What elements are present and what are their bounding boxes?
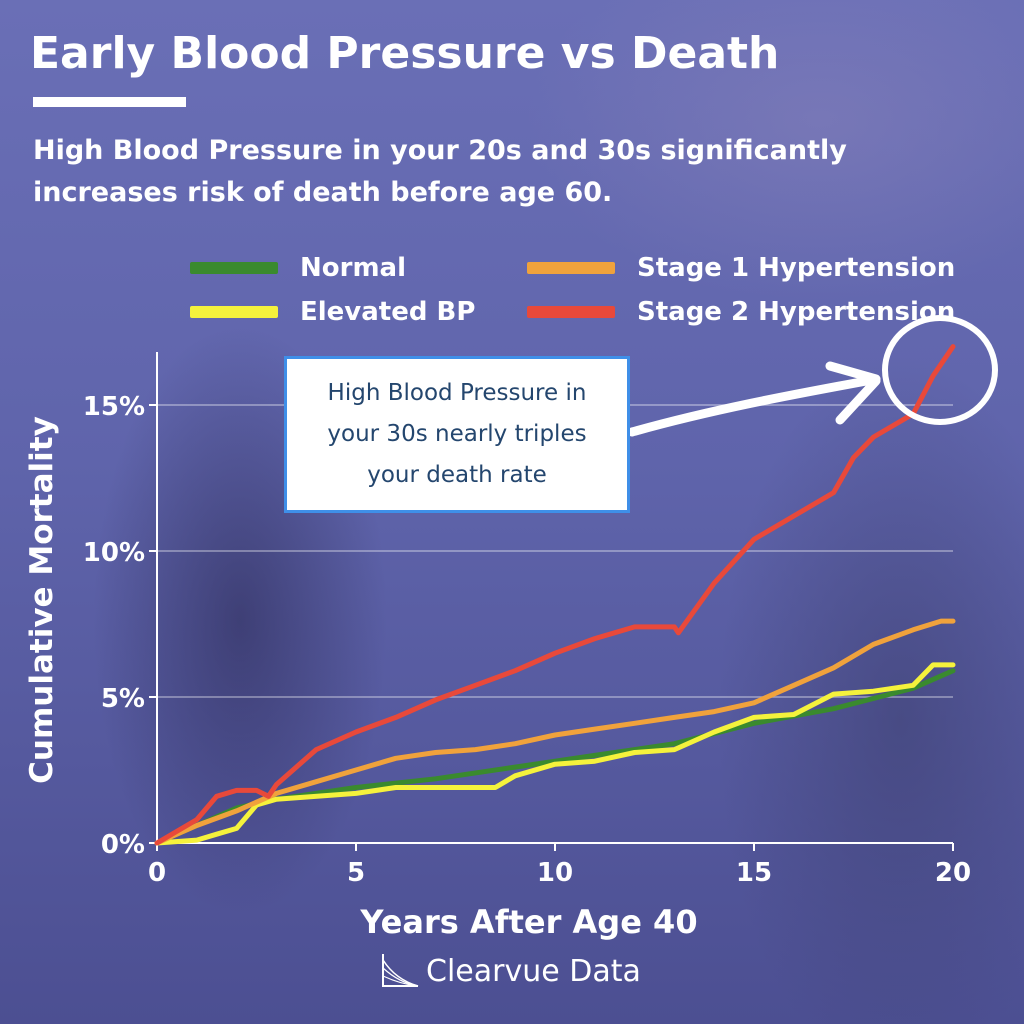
series-line-elevated bbox=[154, 662, 956, 846]
series-layer bbox=[154, 344, 956, 846]
brand-footer: Clearvue Data bbox=[380, 952, 641, 990]
legend-item-elevated: Elevated BP bbox=[190, 297, 475, 327]
callout-arrow-head-bottom bbox=[835, 376, 881, 425]
series-line-normal bbox=[154, 668, 956, 846]
callout-text: High Blood Pressure in your 30s nearly t… bbox=[327, 380, 587, 488]
x-axis-title: Years After Age 40 bbox=[359, 903, 697, 941]
y-tick-label: 5% bbox=[101, 684, 145, 714]
highlight-circle bbox=[882, 315, 998, 425]
clearvue-logo-icon bbox=[382, 954, 419, 987]
x-tick-label: 10 bbox=[537, 858, 573, 888]
x-tick-label: 15 bbox=[736, 858, 772, 888]
legend-item-stage2: Stage 2 Hypertension bbox=[527, 297, 955, 327]
series-line-stage1 bbox=[154, 618, 956, 846]
page-title: Early Blood Pressure vs Death bbox=[30, 28, 780, 79]
callout-arrow-shaft bbox=[627, 375, 877, 437]
legend-label-normal: Normal bbox=[300, 253, 406, 283]
callout-arrow-head-top bbox=[825, 361, 881, 384]
series-line-stage2 bbox=[154, 344, 956, 846]
legend-label-stage2: Stage 2 Hypertension bbox=[637, 297, 956, 327]
legend-swatch-stage1 bbox=[527, 262, 615, 274]
legend-swatch-elevated bbox=[190, 306, 278, 318]
callout-arrow bbox=[627, 361, 881, 437]
x-tick-label: 20 bbox=[935, 858, 971, 888]
legend-swatch-normal bbox=[190, 262, 278, 274]
tick-layer: 0% 5% 10% 15% 0 5 10 15 20 bbox=[83, 392, 971, 888]
legend-item-stage1: Stage 1 Hypertension bbox=[527, 253, 955, 283]
y-axis-title: Cumulative Mortality bbox=[24, 416, 60, 784]
y-tick-label: 15% bbox=[83, 392, 145, 422]
legend-label-stage1: Stage 1 Hypertension bbox=[637, 253, 956, 283]
y-tick-label: 10% bbox=[83, 538, 145, 568]
legend-item-normal: Normal bbox=[190, 253, 406, 283]
y-tick-label: 0% bbox=[101, 830, 145, 860]
legend-swatch-stage2 bbox=[527, 306, 615, 318]
subtitle: High Blood Pressure in your 20s and 30s … bbox=[33, 135, 847, 208]
brand-name: Clearvue Data bbox=[426, 953, 641, 989]
x-tick-label: 5 bbox=[347, 858, 365, 888]
title-underline bbox=[33, 97, 186, 107]
x-tick-label: 0 bbox=[148, 858, 166, 888]
legend-label-elevated: Elevated BP bbox=[300, 297, 476, 327]
callout-box: High Blood Pressure in your 30s nearly t… bbox=[284, 356, 630, 513]
